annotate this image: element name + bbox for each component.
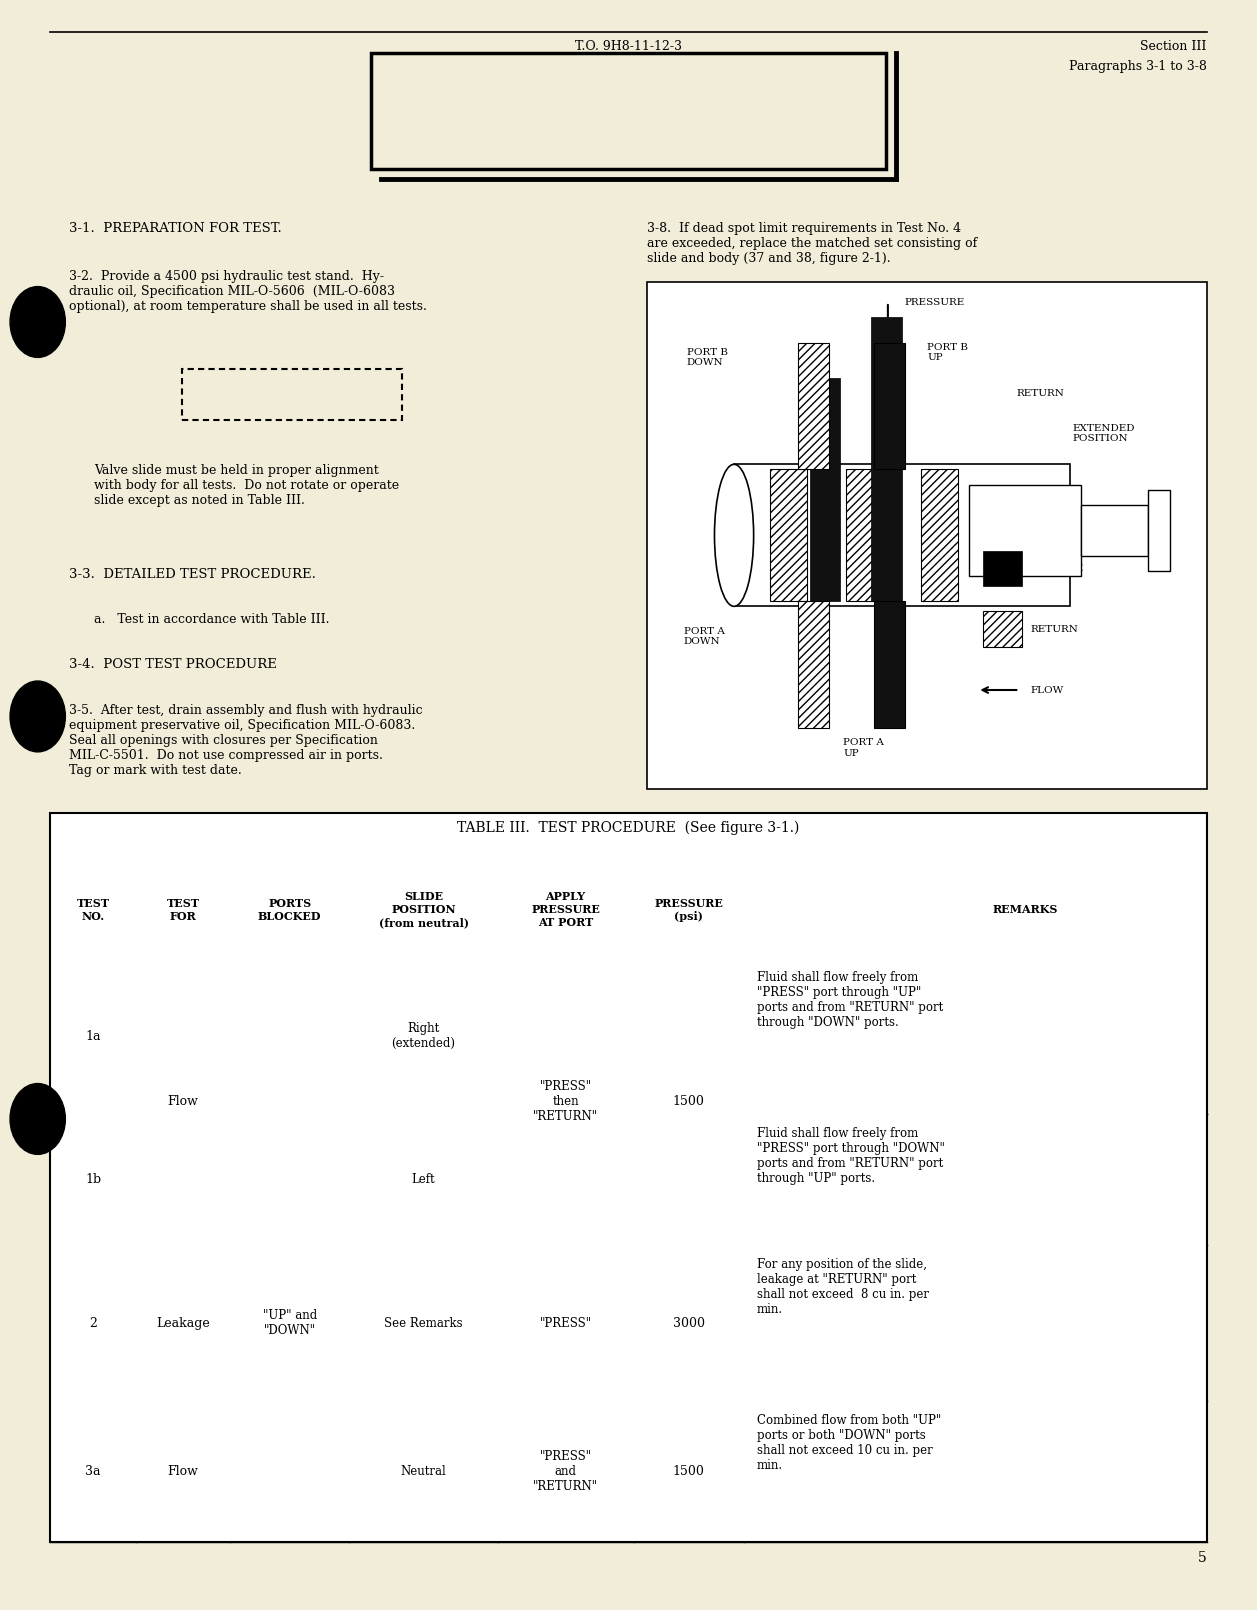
Text: PORT A
UP: PORT A UP: [843, 737, 884, 758]
Text: TEST
FOR: TEST FOR: [166, 898, 200, 921]
Text: Right
(extended): Right (extended): [392, 1022, 455, 1050]
Bar: [846, 470, 882, 601]
Text: PRESSURE: PRESSURE: [905, 298, 965, 306]
Bar: [182, 369, 402, 420]
Text: Flow: Flow: [167, 1465, 199, 1478]
Bar: [177, 362, 407, 427]
Text: TEST PROCEDURE: TEST PROCEDURE: [517, 108, 740, 129]
Text: APPLY
PRESSURE
AT PORT: APPLY PRESSURE AT PORT: [532, 892, 600, 927]
Text: EXTENDED
POSITION: EXTENDED POSITION: [1072, 423, 1135, 443]
Text: Fluid shall flow freely from
"PRESS" port through "DOWN"
ports and from "RETURN": Fluid shall flow freely from "PRESS" por…: [757, 1127, 944, 1185]
Bar: [874, 601, 905, 728]
Text: Flow: Flow: [167, 1095, 199, 1108]
Text: PORTS
BLOCKED: PORTS BLOCKED: [258, 898, 322, 921]
Text: 3-3.  DETAILED TEST PROCEDURE.: 3-3. DETAILED TEST PROCEDURE.: [69, 568, 316, 581]
Bar: [1081, 506, 1148, 555]
Text: For any position of the slide,
leakage at "RETURN" port
shall not exceed  8 cu i: For any position of the slide, leakage a…: [757, 1257, 929, 1315]
Text: 3-4.  POST TEST PROCEDURE: 3-4. POST TEST PROCEDURE: [69, 658, 277, 671]
Text: REMARKS: REMARKS: [993, 905, 1058, 914]
Text: PRESSURE
(psi): PRESSURE (psi): [655, 898, 723, 921]
Text: a.   Test in accordance with Table III.: a. Test in accordance with Table III.: [94, 613, 329, 626]
Text: FLOW: FLOW: [1031, 686, 1063, 694]
Text: PORT B
UP: PORT B UP: [928, 343, 968, 362]
Text: 1b: 1b: [85, 1174, 101, 1187]
Text: "PRESS": "PRESS": [539, 1317, 592, 1330]
Text: 3a: 3a: [85, 1465, 101, 1478]
Text: Section III: Section III: [1140, 40, 1207, 53]
Bar: [871, 317, 901, 601]
Bar: [798, 601, 830, 728]
Text: See Remarks: See Remarks: [385, 1317, 463, 1330]
Bar: [371, 53, 886, 169]
Bar: [983, 612, 1022, 647]
Bar: [50, 813, 1207, 1542]
Text: Leakage: Leakage: [156, 1317, 210, 1330]
Bar: [798, 343, 830, 470]
Text: RETURN: RETURN: [1017, 390, 1065, 398]
Text: CAUTION: CAUTION: [251, 388, 333, 401]
Text: 3000: 3000: [672, 1317, 705, 1330]
Text: 3-1.  PREPARATION FOR TEST.: 3-1. PREPARATION FOR TEST.: [69, 222, 282, 235]
Text: Combined flow from both "UP"
ports or both "DOWN" ports
shall not exceed 10 cu i: Combined flow from both "UP" ports or bo…: [757, 1414, 941, 1472]
Text: PORT A
DOWN: PORT A DOWN: [684, 626, 724, 646]
Text: 1500: 1500: [672, 1095, 705, 1108]
Circle shape: [10, 287, 65, 357]
Text: 1500: 1500: [672, 1465, 705, 1478]
Text: 3-8.  If dead spot limit requirements in Test No. 4
are exceeded, replace the ma: 3-8. If dead spot limit requirements in …: [647, 222, 978, 266]
Text: "PRESS"
then
"RETURN": "PRESS" then "RETURN": [533, 1080, 598, 1122]
Bar: [874, 343, 905, 470]
Text: Paragraphs 3-1 to 3-8: Paragraphs 3-1 to 3-8: [1068, 60, 1207, 72]
Text: PORT B
DOWN: PORT B DOWN: [686, 348, 728, 367]
Bar: [921, 470, 958, 601]
Text: 3-7.  If rough movement, binding, or excessive leakage
occur during test,  check: 3-7. If rough movement, binding, or exce…: [69, 894, 425, 937]
Text: 3-5.  After test, drain assembly and flush with hydraulic
equipment preservative: 3-5. After test, drain assembly and flus…: [69, 704, 422, 776]
Text: "PRESS"
and
"RETURN": "PRESS" and "RETURN": [533, 1451, 598, 1492]
Text: PRESURE: PRESURE: [1031, 564, 1084, 573]
Text: Figure 3-1.  Flow Diagram: Figure 3-1. Flow Diagram: [843, 813, 1011, 826]
Bar: [969, 485, 1081, 576]
Text: 1a: 1a: [85, 1029, 101, 1043]
Bar: [647, 282, 1207, 789]
Text: 3-2.  Provide a 4500 psi hydraulic test stand.  Hy-
draulic oil, Specification M: 3-2. Provide a 4500 psi hydraulic test s…: [69, 270, 427, 314]
Text: Valve slide must be held in proper alignment
with body for all tests.  Do not ro: Valve slide must be held in proper align…: [94, 464, 400, 507]
Text: Neutral: Neutral: [401, 1465, 446, 1478]
Bar: [734, 464, 1070, 607]
Text: RETURN: RETURN: [1031, 625, 1079, 634]
Bar: [1148, 489, 1170, 572]
Text: Left: Left: [412, 1174, 435, 1187]
Text: SLIDE
POSITION
(from neutral): SLIDE POSITION (from neutral): [378, 892, 469, 927]
Text: SECTION III: SECTION III: [554, 61, 703, 80]
Bar: [771, 470, 807, 601]
Text: 5: 5: [1198, 1550, 1207, 1565]
Text: TABLE III.  TEST PROCEDURE  (See figure 3-1.): TABLE III. TEST PROCEDURE (See figure 3-…: [458, 821, 799, 836]
Bar: [810, 378, 841, 601]
Circle shape: [10, 681, 65, 752]
Text: 3-6.  TROUBLE SHOOTING.: 3-6. TROUBLE SHOOTING.: [69, 848, 259, 861]
Circle shape: [10, 1084, 65, 1154]
Text: Fluid shall flow freely from
"PRESS" port through "UP"
ports and from "RETURN" p: Fluid shall flow freely from "PRESS" por…: [757, 971, 943, 1029]
Bar: [983, 551, 1022, 586]
Text: TEST
NO.: TEST NO.: [77, 898, 109, 921]
Text: T.O. 9H8-11-12-3: T.O. 9H8-11-12-3: [574, 40, 683, 53]
Ellipse shape: [714, 464, 754, 607]
Text: "UP" and
"DOWN": "UP" and "DOWN": [263, 1309, 317, 1336]
Text: 2: 2: [89, 1317, 97, 1330]
